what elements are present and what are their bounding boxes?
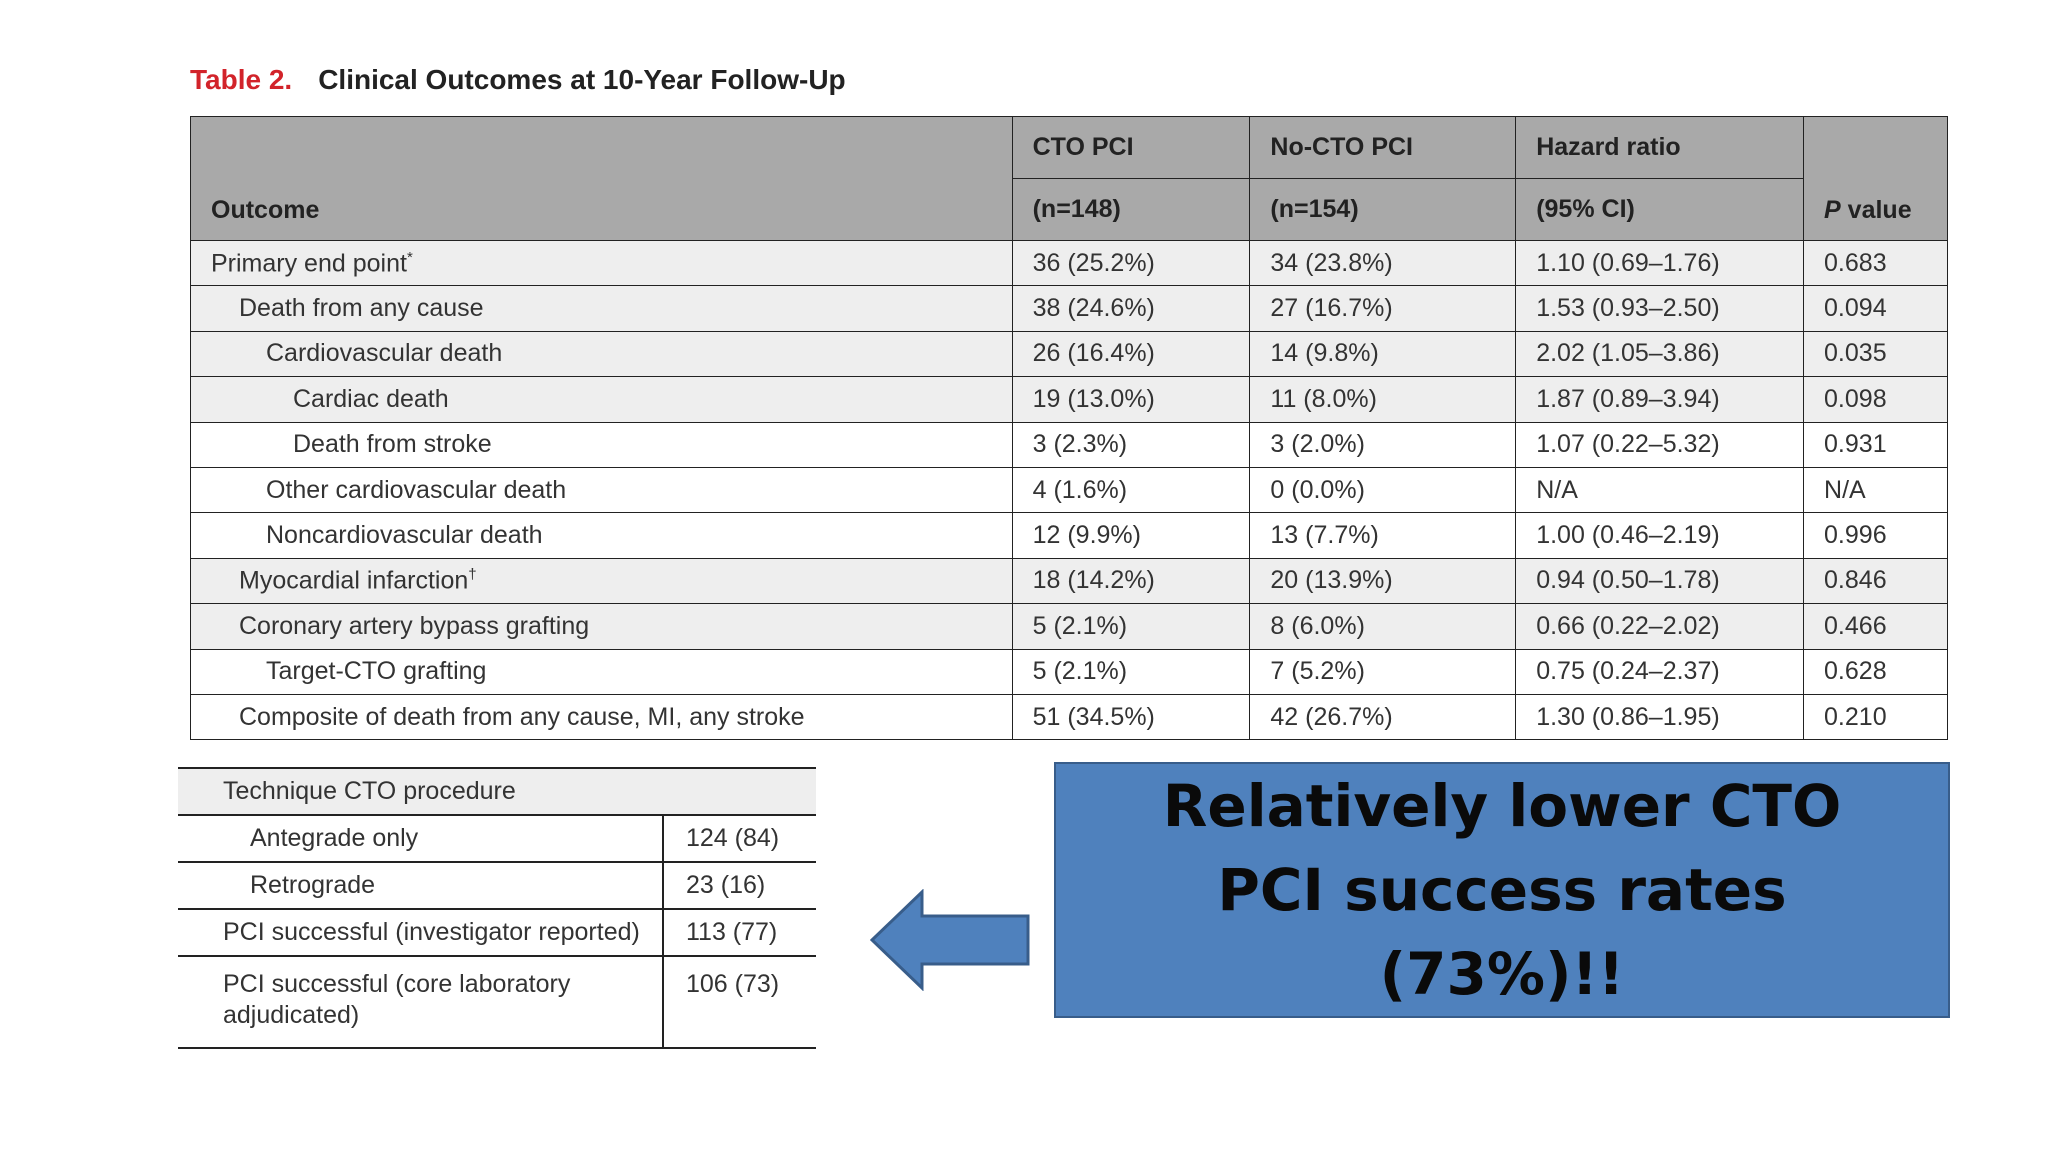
technique-value: 113 (77)	[662, 909, 816, 957]
technique-header-row: Technique CTO procedure	[178, 767, 816, 816]
row-label: Myocardial infarction†	[190, 557, 1013, 605]
table-row: Composite of death from any cause, MI, a…	[190, 693, 1948, 741]
row-label: Noncardiovascular death	[190, 512, 1013, 559]
p-value: 0.035	[1803, 330, 1948, 378]
row-label: Death from any cause	[190, 285, 1013, 332]
row-label: Target-CTO grafting	[190, 648, 1013, 695]
row-label: Other cardiovascular death	[190, 466, 1013, 514]
table-caption: Clinical Outcomes at 10-Year Follow-Up	[318, 64, 846, 95]
callout-box: Relatively lower CTO PCI success rates (…	[1054, 762, 1950, 1018]
hazard-ratio-value: 0.94 (0.50–1.78)	[1515, 557, 1805, 605]
cto-value: 38 (24.6%)	[1011, 285, 1251, 332]
no-cto-value: 42 (26.7%)	[1249, 693, 1517, 741]
technique-label: PCI successful (core laboratory adjudica…	[178, 956, 663, 1049]
table-row: Primary end point* 36 (25.2%) 34 (23.8%)…	[190, 239, 1948, 287]
hazard-ratio-value: 1.10 (0.69–1.76)	[1515, 239, 1805, 287]
cto-value: 51 (34.5%)	[1011, 693, 1251, 741]
left-arrow-icon	[870, 889, 1030, 991]
callout-text: Relatively lower CTO PCI success rates (…	[1162, 772, 1842, 1008]
header-no-cto-n: (n=154)	[1249, 178, 1517, 241]
hazard-ratio-value: 1.87 (0.89–3.94)	[1515, 376, 1805, 423]
p-value: 0.098	[1803, 376, 1948, 423]
technique-table: Technique CTO procedure Antegrade only 1…	[178, 767, 816, 1049]
technique-label: Retrograde	[178, 862, 663, 910]
table-row: Death from any cause 38 (24.6%) 27 (16.7…	[190, 285, 1948, 332]
cto-value: 5 (2.1%)	[1011, 603, 1251, 650]
hazard-ratio-value: 1.53 (0.93–2.50)	[1515, 285, 1805, 332]
hazard-ratio-value: 1.30 (0.86–1.95)	[1515, 693, 1805, 741]
cto-value: 36 (25.2%)	[1011, 239, 1251, 287]
table-number: Table 2.	[190, 64, 293, 95]
cto-value: 19 (13.0%)	[1011, 376, 1251, 423]
row-label: Cardiovascular death	[190, 330, 1013, 378]
table-row: Coronary artery bypass grafting 5 (2.1%)…	[190, 603, 1948, 650]
table-row: Myocardial infarction† 18 (14.2%) 20 (13…	[190, 557, 1948, 605]
table-row: Other cardiovascular death 4 (1.6%) 0 (0…	[190, 466, 1948, 514]
row-label: Composite of death from any cause, MI, a…	[190, 693, 1013, 741]
table-row: Cardiovascular death 26 (16.4%) 14 (9.8%…	[190, 330, 1948, 378]
cto-value: 12 (9.9%)	[1011, 512, 1251, 559]
table-row: Antegrade only 124 (84)	[178, 815, 816, 863]
no-cto-value: 7 (5.2%)	[1249, 648, 1517, 695]
technique-label: PCI successful (investigator reported)	[178, 909, 663, 957]
p-value: N/A	[1803, 466, 1948, 514]
no-cto-value: 3 (2.0%)	[1249, 421, 1517, 468]
header-outcome: Outcome	[190, 116, 1013, 241]
table-row: Death from stroke 3 (2.3%) 3 (2.0%) 1.07…	[190, 421, 1948, 468]
table-row: Cardiac death 19 (13.0%) 11 (8.0%) 1.87 …	[190, 376, 1948, 423]
table-row: Noncardiovascular death 12 (9.9%) 13 (7.…	[190, 512, 1948, 559]
cto-value: 4 (1.6%)	[1011, 466, 1251, 514]
hazard-ratio-value: 1.07 (0.22–5.32)	[1515, 421, 1805, 468]
header-cto-pci: CTO PCI	[1011, 116, 1251, 179]
no-cto-value: 14 (9.8%)	[1249, 330, 1517, 378]
technique-value: 124 (84)	[662, 815, 816, 863]
p-value: 0.628	[1803, 648, 1948, 695]
row-label: Coronary artery bypass grafting	[190, 603, 1013, 650]
p-value: 0.094	[1803, 285, 1948, 332]
header-no-cto-pci: No-CTO PCI	[1249, 116, 1517, 179]
p-value: 0.683	[1803, 239, 1948, 287]
p-value: 0.996	[1803, 512, 1948, 559]
table-row: Target-CTO grafting 5 (2.1%) 7 (5.2%) 0.…	[190, 648, 1948, 695]
header-cto-n: (n=148)	[1011, 178, 1251, 241]
hazard-ratio-value: 2.02 (1.05–3.86)	[1515, 330, 1805, 378]
technique-value: 23 (16)	[662, 862, 816, 910]
no-cto-value: 13 (7.7%)	[1249, 512, 1517, 559]
table-row: PCI successful (investigator reported) 1…	[178, 909, 816, 957]
p-value: 0.931	[1803, 421, 1948, 468]
p-value: 0.210	[1803, 693, 1948, 741]
row-label: Primary end point*	[190, 239, 1013, 287]
cto-value: 26 (16.4%)	[1011, 330, 1251, 378]
hazard-ratio-value: 1.00 (0.46–2.19)	[1515, 512, 1805, 559]
header-ci: (95% CI)	[1515, 178, 1805, 241]
hazard-ratio-value: N/A	[1515, 466, 1805, 514]
header-row-1: Outcome CTO PCI No-CTO PCI Hazard ratio …	[190, 116, 1948, 241]
p-value: 0.846	[1803, 557, 1948, 605]
cto-value: 3 (2.3%)	[1011, 421, 1251, 468]
header-hazard-ratio: Hazard ratio	[1515, 116, 1805, 179]
table-title: Table 2. Clinical Outcomes at 10-Year Fol…	[190, 64, 846, 96]
row-label: Cardiac death	[190, 376, 1013, 423]
no-cto-value: 11 (8.0%)	[1249, 376, 1517, 423]
table-row: Retrograde 23 (16)	[178, 862, 816, 910]
hazard-ratio-value: 0.66 (0.22–2.02)	[1515, 603, 1805, 650]
no-cto-value: 8 (6.0%)	[1249, 603, 1517, 650]
row-label: Death from stroke	[190, 421, 1013, 468]
no-cto-value: 34 (23.8%)	[1249, 239, 1517, 287]
technique-label: Antegrade only	[178, 815, 663, 863]
technique-value: 106 (73)	[662, 956, 816, 1049]
no-cto-value: 20 (13.9%)	[1249, 557, 1517, 605]
cto-value: 5 (2.1%)	[1011, 648, 1251, 695]
hazard-ratio-value: 0.75 (0.24–2.37)	[1515, 648, 1805, 695]
no-cto-value: 27 (16.7%)	[1249, 285, 1517, 332]
p-value: 0.466	[1803, 603, 1948, 650]
no-cto-value: 0 (0.0%)	[1249, 466, 1517, 514]
technique-header: Technique CTO procedure	[178, 767, 816, 816]
table-row: PCI successful (core laboratory adjudica…	[178, 956, 816, 1049]
header-p-value: P value	[1803, 116, 1948, 241]
cto-value: 18 (14.2%)	[1011, 557, 1251, 605]
header-row-2: (n=148) (n=154) (95% CI)	[191, 178, 1948, 241]
outcomes-table: Outcome CTO PCI No-CTO PCI Hazard ratio …	[190, 116, 1948, 741]
